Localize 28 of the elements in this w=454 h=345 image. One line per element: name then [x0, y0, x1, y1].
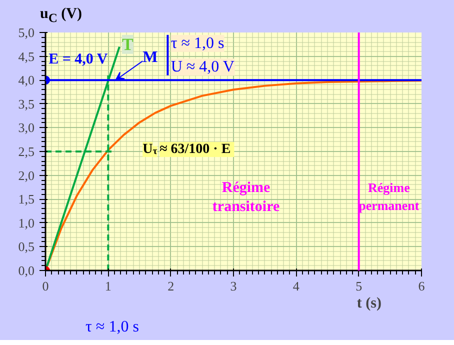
y-tick-label: 3,0	[18, 120, 34, 136]
text: τ ≈ 1,0 s	[86, 318, 139, 336]
x-tick-label: 5	[356, 278, 362, 294]
x-tick-label: 4	[292, 278, 300, 294]
annotation: τ ≈ 1,0 s	[170, 34, 224, 52]
annotation: Régime transitoire	[212, 180, 280, 216]
y-tick-label: 2,0	[18, 168, 34, 183]
x-tick-label: 6	[418, 278, 426, 294]
y-tick-label: 4,5	[18, 48, 34, 64]
y-tick-label: 3,5	[18, 96, 34, 112]
x-tick-label: 3	[230, 278, 237, 294]
x-axis-title: t (s)	[356, 296, 382, 312]
annotation: E = 4,0 V	[48, 52, 108, 68]
y-tick-label: 0,5	[18, 239, 34, 254]
annotation: Uτ ≈ 63/100 · E	[142, 142, 231, 158]
y-tick-label: 4,0	[18, 72, 34, 88]
y-tick-label: 1,5	[18, 192, 34, 207]
x-tick-label: 2	[168, 278, 174, 294]
annotation: T	[122, 34, 134, 54]
annotation: M	[142, 49, 158, 66]
y-axis-title: u$_{C}$ (V)	[40, 5, 82, 27]
y-tick-label: 1,0	[18, 215, 34, 230]
y-tick-label: 0,0	[18, 263, 34, 278]
annotation: U ≈ 4,0 V	[170, 58, 235, 76]
y-tick-label: 2,5	[18, 144, 34, 159]
y-tick-label: 5,0	[18, 25, 34, 40]
x-tick-label: 0	[42, 278, 49, 294]
x-tick-label: 1	[104, 278, 112, 294]
